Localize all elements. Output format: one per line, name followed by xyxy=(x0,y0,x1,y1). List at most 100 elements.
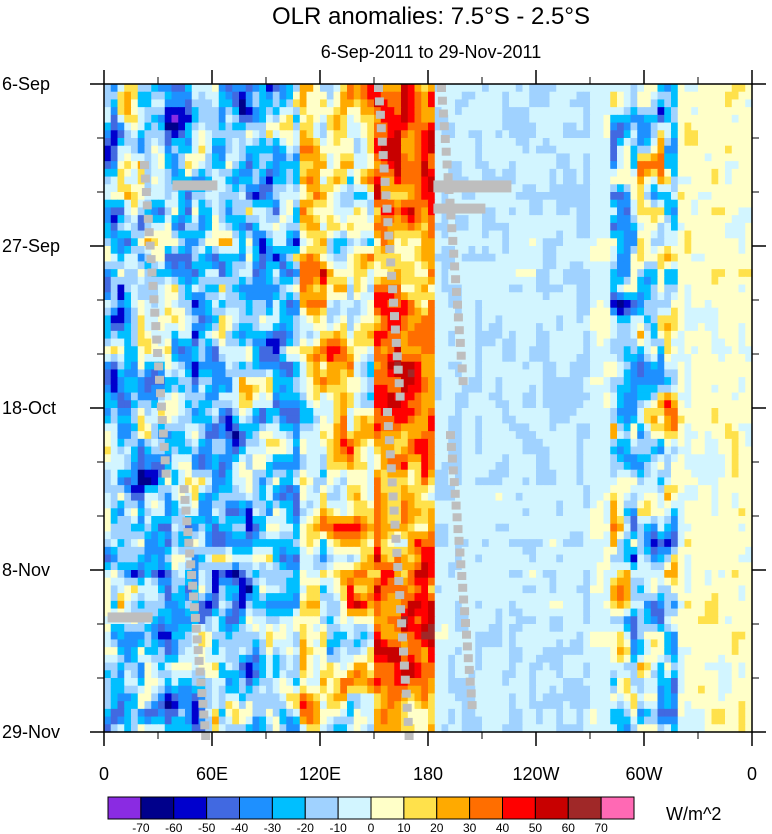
heatmap-cell xyxy=(333,161,341,170)
heatmap-cell xyxy=(448,354,456,363)
heatmap-cell xyxy=(414,300,422,309)
heatmap-cell xyxy=(387,199,395,209)
heatmap-cell xyxy=(286,292,294,301)
heatmap-cell xyxy=(671,145,679,155)
heatmap-cell xyxy=(745,222,753,232)
heatmap-cell xyxy=(745,168,753,178)
heatmap-cell xyxy=(198,408,206,417)
heatmap-cell xyxy=(104,269,112,278)
heatmap-cell xyxy=(266,400,274,409)
heatmap-cell xyxy=(353,446,362,455)
heatmap-cell xyxy=(590,107,598,116)
heatmap-cell xyxy=(117,292,125,301)
heatmap-cell xyxy=(360,408,368,417)
heatmap-cell xyxy=(718,114,726,124)
heatmap-cell xyxy=(279,323,287,332)
heatmap-cell xyxy=(475,408,483,417)
heatmap-cell xyxy=(590,122,598,131)
heatmap-cell xyxy=(725,138,733,147)
heatmap-cell xyxy=(718,431,726,440)
heatmap-cell xyxy=(293,392,301,401)
heatmap-cell xyxy=(299,400,308,409)
heatmap-cell xyxy=(536,315,544,324)
heatmap-cell xyxy=(711,192,719,201)
heatmap-cell xyxy=(421,207,429,216)
heatmap-cell xyxy=(603,454,611,463)
heatmap-cell xyxy=(428,354,436,363)
heatmap-cell xyxy=(502,91,510,101)
heatmap-cell xyxy=(644,199,652,209)
heatmap-cell xyxy=(401,130,409,139)
heatmap-cell xyxy=(239,145,247,155)
heatmap-cell xyxy=(232,384,240,394)
heatmap-cell xyxy=(657,161,665,170)
heatmap-cell xyxy=(488,300,497,309)
heatmap-cell xyxy=(644,138,652,147)
heatmap-cell xyxy=(576,99,584,108)
heatmap-cell xyxy=(515,307,524,317)
heatmap-cell xyxy=(272,230,281,239)
heatmap-cell xyxy=(225,215,233,224)
heatmap-cell xyxy=(353,138,362,147)
heatmap-cell xyxy=(421,315,429,324)
heatmap-cell xyxy=(171,346,179,355)
heatmap-cell xyxy=(691,253,699,263)
heatmap-cell xyxy=(617,346,625,355)
heatmap-cell xyxy=(131,130,139,139)
heatmap-cell xyxy=(158,253,166,263)
heatmap-cell xyxy=(191,215,200,224)
heatmap-cell xyxy=(205,330,213,340)
heatmap-cell xyxy=(738,91,746,101)
heatmap-cell xyxy=(252,377,260,386)
heatmap-cell xyxy=(610,207,618,216)
heatmap-cell xyxy=(198,269,206,278)
heatmap-cell xyxy=(306,238,314,247)
heatmap-cell xyxy=(272,207,281,216)
heatmap-cell xyxy=(367,446,375,455)
heatmap-cell xyxy=(266,138,274,147)
heatmap-cell xyxy=(151,431,159,440)
heatmap-cell xyxy=(718,122,726,131)
heatmap-cell xyxy=(718,477,726,486)
heatmap-cell xyxy=(333,300,341,309)
heatmap-cell xyxy=(488,222,497,232)
heatmap-cell xyxy=(455,438,463,448)
heatmap-cell xyxy=(617,253,625,263)
heatmap-cell xyxy=(664,446,672,455)
heatmap-cell xyxy=(482,222,490,232)
heatmap-cell xyxy=(677,192,686,201)
heatmap-cell xyxy=(293,238,301,247)
heatmap-cell xyxy=(259,315,267,324)
heatmap-cell xyxy=(549,114,557,124)
heatmap-cell xyxy=(104,454,112,463)
heatmap-cell xyxy=(650,392,659,401)
heatmap-cell xyxy=(522,153,530,162)
heatmap-cell xyxy=(623,369,632,378)
heatmap-cell xyxy=(529,184,537,193)
heatmap-cell xyxy=(644,469,652,479)
heatmap-cell xyxy=(536,307,544,317)
heatmap-cell xyxy=(252,454,260,463)
heatmap-cell xyxy=(468,192,476,201)
heatmap-cell xyxy=(279,122,287,131)
heatmap-cell xyxy=(610,84,618,93)
heatmap-cell xyxy=(664,184,672,193)
heatmap-cell xyxy=(590,392,598,401)
heatmap-cell xyxy=(144,284,152,293)
heatmap-cell xyxy=(529,307,537,317)
heatmap-cell xyxy=(191,222,200,232)
heatmap-cell xyxy=(704,423,713,432)
heatmap-cell xyxy=(583,369,591,378)
heatmap-cell xyxy=(414,384,422,394)
heatmap-cell xyxy=(482,91,490,101)
heatmap-cell xyxy=(110,261,119,270)
heatmap-cell xyxy=(239,330,247,340)
heatmap-cell xyxy=(704,84,713,93)
heatmap-cell xyxy=(509,400,517,409)
heatmap-cell xyxy=(387,338,395,347)
heatmap-cell xyxy=(279,384,287,394)
heatmap-cell xyxy=(347,168,355,178)
heatmap-cell xyxy=(475,138,483,147)
heatmap-cell xyxy=(684,377,692,386)
heatmap-cell xyxy=(421,338,429,347)
